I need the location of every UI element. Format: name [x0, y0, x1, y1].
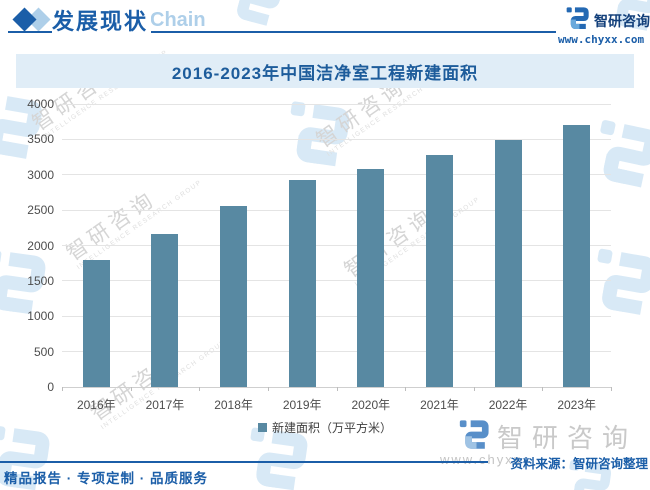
x-axis-tick — [405, 387, 407, 391]
y-axis-tick-label: 1500 — [27, 273, 54, 288]
x-axis-tick-label: 2019年 — [282, 398, 322, 412]
x-axis-tick-label: 2018年 — [214, 398, 253, 412]
data-source: 资料来源：智研咨询整理 — [510, 457, 648, 471]
zhiyan-logo-icon — [459, 420, 489, 455]
y-axis-tick-label: 3000 — [27, 167, 54, 182]
x-axis-tick — [199, 387, 201, 391]
gridline — [62, 280, 611, 282]
gridline — [62, 103, 611, 105]
bar-2018年 — [220, 205, 248, 387]
x-axis-tick-label: 2022年 — [488, 398, 528, 412]
chart-title: 2016-2023年中国洁净室工程新建面积 — [171, 63, 479, 83]
x-axis-tick-label: 2016年 — [76, 398, 116, 412]
brand-url: www.chyxx.com — [558, 33, 645, 46]
chart-legend: 新建面积（万平方米） — [0, 419, 650, 436]
gridline — [62, 138, 611, 140]
bar-2023年 — [563, 125, 591, 387]
x-axis-tick — [473, 387, 475, 391]
x-axis-tick — [62, 387, 63, 391]
gridline — [62, 174, 611, 176]
brand-name: 智研咨询 — [594, 13, 650, 29]
y-axis-tick-label: 3500 — [27, 132, 54, 147]
header-subtitle: Chain — [150, 9, 206, 31]
gridline — [62, 351, 611, 353]
bar-2017年 — [151, 234, 179, 387]
y-axis-tick-label: 4000 — [27, 97, 54, 111]
legend-label: 新建面积（万平方米） — [271, 421, 392, 435]
footer-watermark: 智研咨询 — [459, 420, 637, 455]
x-axis-tick-label: 2020年 — [351, 398, 391, 412]
zhiyan-logo-icon — [566, 7, 589, 35]
y-axis-tick-label: 500 — [33, 344, 54, 359]
x-axis-tick — [542, 387, 544, 391]
x-axis-tick — [130, 387, 132, 391]
gridline — [62, 209, 611, 211]
brand-logo: 智研咨询 — [566, 7, 650, 35]
bar-2020年 — [357, 169, 385, 387]
x-axis-tick — [611, 387, 612, 391]
footer-watermark-text: 智研咨询 — [497, 422, 638, 453]
bar-2019年 — [288, 180, 316, 387]
footer-rule — [0, 461, 488, 463]
url-watermark-fragment: www.chyxx — [440, 452, 523, 467]
legend-marker — [257, 423, 267, 432]
y-axis-tick-label: 0 — [47, 380, 54, 394]
services-tagline: 精品报告 · 专项定制 · 品质服务 — [4, 471, 208, 486]
x-axis-tick — [336, 387, 338, 391]
y-axis-tick-label: 2000 — [27, 238, 54, 253]
bar-2022年 — [494, 140, 522, 387]
gridline — [62, 245, 611, 246]
bar-2021年 — [425, 154, 453, 387]
x-axis-tick — [267, 387, 269, 391]
x-axis-tick-label: 2023年 — [557, 398, 597, 412]
y-axis-tick-label: 2500 — [27, 203, 54, 218]
chart-title-band: 2016-2023年中国洁净室工程新建面积 — [16, 54, 634, 88]
x-axis-tick-label: 2017年 — [145, 398, 185, 412]
y-axis-tick-label: 1000 — [27, 309, 54, 324]
bar-2016年 — [82, 260, 110, 387]
page-title: 发展现状 — [52, 4, 152, 36]
x-axis-tick-label: 2021年 — [420, 398, 459, 412]
gridline — [62, 315, 611, 317]
header-rule — [8, 31, 556, 33]
